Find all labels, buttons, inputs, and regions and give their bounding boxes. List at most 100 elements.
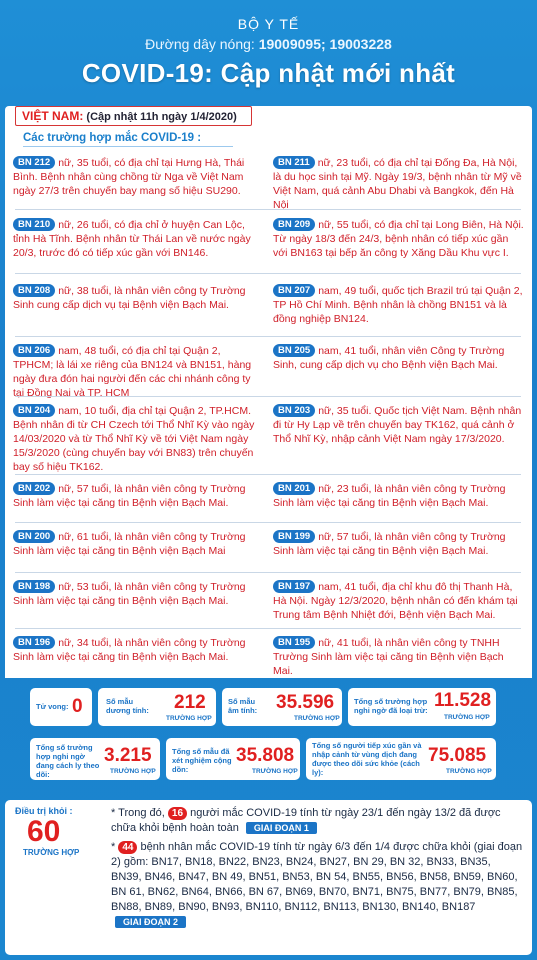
case-item: BN 203 nữ, 35 tuổi. Quốc tịch Việt Nam. B…	[273, 404, 525, 446]
divider	[15, 396, 521, 397]
case-text: nữ, 38 tuổi, là nhân viên công ty Trường…	[13, 285, 246, 311]
phase-1-prefix: * Trong đó,	[111, 807, 165, 819]
case-item: BN 205 nam, 41 tuổi, nhân viên Công ty Tr…	[273, 344, 525, 372]
case-text: nữ, 57 tuổi, là nhân viên công ty Trường…	[13, 483, 246, 509]
negative-label: Số mẫu âm tính:	[228, 697, 258, 715]
deaths-value: 0	[72, 696, 83, 717]
case-item: BN 212 nữ, 35 tuổi, có địa chỉ tại Hưng H…	[13, 156, 263, 198]
case-text: nữ, 35 tuổi. Quốc tịch Việt Nam. Bệnh nh…	[273, 405, 522, 445]
monitored-value: 75.085	[428, 745, 487, 766]
case-badge: BN 210	[13, 218, 56, 231]
case-item: BN 207 nam, 49 tuổi, quốc tịch Brazil trú…	[273, 284, 525, 326]
phase-2-prefix: *	[111, 841, 116, 853]
ruled-out-value: 11.528	[434, 690, 492, 711]
case-text: nữ, 55 tuổi, có địa chỉ tại Long Biên, H…	[273, 219, 524, 259]
divider	[15, 336, 521, 337]
case-badge: BN 207	[273, 284, 316, 297]
negative-unit: TRƯỜNG HỢP	[294, 715, 340, 722]
case-text: nữ, 57 tuổi, là nhân viên công ty Trường…	[273, 531, 506, 557]
country-tab: VIỆT NAM: (Cập nhật 11h ngày 1/4/2020)	[15, 106, 252, 126]
phase-2-description: bệnh nhân mắc COVID-19 tính từ ngày 6/3 …	[111, 841, 523, 868]
case-text: nữ, 41 tuổi, là nhân viên công ty TNHH T…	[273, 637, 504, 677]
case-badge: BN 196	[13, 636, 56, 649]
case-item: BN 208 nữ, 38 tuổi, là nhân viên công ty …	[13, 284, 263, 312]
phase-1-count: 16	[167, 807, 188, 820]
monitored-unit: TRƯỜNG HỢP	[446, 768, 492, 775]
ruled-out-box: Tổng số trường hợp nghi ngờ đã loại trừ:…	[348, 688, 496, 726]
update-time: (Cập nhật 11h ngày 1/4/2020)	[86, 111, 237, 123]
divider	[15, 474, 521, 475]
case-item: BN 210 nữ, 26 tuổi, có địa chỉ ở huyện Ca…	[13, 218, 263, 260]
header: BỘ Y TẾ Đường dây nóng: 19009095; 190032…	[0, 0, 537, 100]
case-item: BN 200 nữ, 61 tuổi, là nhân viên công ty …	[13, 530, 263, 558]
case-badge: BN 212	[13, 156, 56, 169]
case-badge: BN 198	[13, 580, 56, 593]
case-badge: BN 203	[273, 404, 316, 417]
divider	[15, 522, 521, 523]
case-item: BN 211 nữ, 23 tuổi, có địa chỉ tại Đống Đ…	[273, 156, 525, 212]
hotline-label: Đường dây nóng:	[145, 36, 255, 52]
positive-unit: TRƯỜNG HỢP	[166, 715, 212, 722]
phase-1-description: người mắc COVID-19 tính từ ngày 23/1 đến…	[111, 807, 501, 834]
home-isolation-box: Tổng số trường hợp nghi ngờ đang cách ly…	[30, 738, 160, 780]
case-item: BN 195 nữ, 41 tuổi, là nhân viên công ty …	[273, 636, 525, 678]
case-item: BN 202 nữ, 57 tuổi, là nhân viên công ty …	[13, 482, 263, 510]
cases-panel: VIỆT NAM: (Cập nhật 11h ngày 1/4/2020) C…	[5, 106, 532, 678]
case-text: nam, 41 tuổi, nhân viên Công ty Trường S…	[273, 345, 505, 371]
recovery-section: Điều trị khỏi : 60 TRƯỜNG HỢP * Trong đó…	[5, 800, 532, 955]
case-text: nữ, 53 tuổi, là nhân viên công ty Trường…	[13, 581, 246, 607]
country-name: VIỆT NAM:	[22, 109, 84, 123]
case-text: nữ, 35 tuổi, có địa chỉ tại Hưng Hà, Thá…	[13, 157, 245, 197]
case-text: nữ, 34 tuổi, là nhân viên công ty Trường…	[13, 637, 246, 663]
divider	[15, 209, 521, 210]
tested-label: Tổng số mẫu đã xét nghiệm cộng dồn:	[172, 747, 232, 774]
negative-value: 35.596	[276, 692, 335, 713]
home-isolation-value: 3.215	[104, 745, 152, 766]
case-item: BN 198 nữ, 53 tuổi, là nhân viên công ty …	[13, 580, 263, 608]
case-item: BN 197 nam, 41 tuổi, địa chỉ khu đô thị T…	[273, 580, 525, 622]
case-badge: BN 201	[273, 482, 316, 495]
hotline-numbers: 19009095; 19003228	[258, 36, 392, 52]
case-badge: BN 209	[273, 218, 316, 231]
recovery-label: Điều trị khỏi :	[15, 806, 73, 816]
case-badge: BN 197	[273, 580, 316, 593]
home-isolation-unit: TRƯỜNG HỢP	[110, 768, 156, 775]
phase-2-text: * 44 bệnh nhân mắc COVID-19 tính từ ngày…	[111, 840, 523, 930]
case-badge: BN 206	[13, 344, 56, 357]
ruled-out-label: Tổng số trường hợp nghi ngờ đã loại trừ:	[354, 697, 428, 715]
hotline: Đường dây nóng: 19009095; 19003228	[0, 36, 537, 52]
case-badge: BN 200	[13, 530, 56, 543]
case-text: nữ, 61 tuổi, là nhân viên công ty Trường…	[13, 531, 246, 557]
case-item: BN 201 nữ, 23 tuổi, là nhân viên công ty …	[273, 482, 525, 510]
case-item: BN 209 nữ, 55 tuổi, có địa chỉ tại Long B…	[273, 218, 525, 260]
recovery-unit: TRƯỜNG HỢP	[23, 848, 80, 857]
divider	[15, 273, 521, 274]
phase-2-list: BN17, BN18, BN22, BN23, BN24, BN27, BN 2…	[111, 856, 518, 913]
case-badge: BN 211	[273, 156, 315, 169]
case-item: BN 199 nữ, 57 tuổi, là nhân viên công ty …	[273, 530, 525, 558]
case-text: nam, 10 tuổi, địa chỉ tại Quận 2, TP.HCM…	[13, 405, 255, 473]
phase-1-tag: GIAI ĐOẠN 1	[245, 822, 317, 834]
page-title: COVID-19: Cập nhật mới nhất	[81, 58, 456, 88]
monitored-box: Tổng số người tiếp xúc gần và nhập cảnh …	[306, 738, 496, 780]
ruled-out-unit: TRƯỜNG HỢP	[444, 714, 490, 721]
divider	[15, 628, 521, 629]
tested-value: 35.808	[236, 745, 295, 766]
deaths-box: Tử vong: 0	[30, 688, 92, 726]
case-text: nữ, 23 tuổi, là nhân viên công ty Trường…	[273, 483, 506, 509]
recovery-summary: Điều trị khỏi : 60 TRƯỜNG HỢP	[15, 806, 95, 857]
positive-box: Số mẫu dương tính: 212 TRƯỜNG HỢP	[98, 688, 216, 726]
phase-1-text: * Trong đó, 16 người mắc COVID-19 tính t…	[111, 806, 523, 836]
home-isolation-label: Tổng số trường hợp nghi ngờ đang cách ly…	[36, 743, 100, 779]
monitored-label: Tổng số người tiếp xúc gần và nhập cảnh …	[312, 741, 422, 777]
case-item: BN 204 nam, 10 tuổi, địa chỉ tại Quận 2, …	[13, 404, 263, 474]
cases-heading: Các trường hợp mắc COVID-19 :	[23, 132, 233, 147]
case-badge: BN 208	[13, 284, 56, 297]
case-text: nam, 41 tuổi, địa chỉ khu đô thị Thanh H…	[273, 581, 518, 621]
case-item: BN 196 nữ, 34 tuổi, là nhân viên công ty …	[13, 636, 263, 664]
phase-2-tag: GIAI ĐOẠN 2	[115, 916, 187, 928]
positive-value: 212	[174, 692, 206, 713]
phase-2-count: 44	[118, 841, 138, 854]
divider	[15, 572, 521, 573]
tested-unit: TRƯỜNG HỢP	[252, 768, 298, 775]
